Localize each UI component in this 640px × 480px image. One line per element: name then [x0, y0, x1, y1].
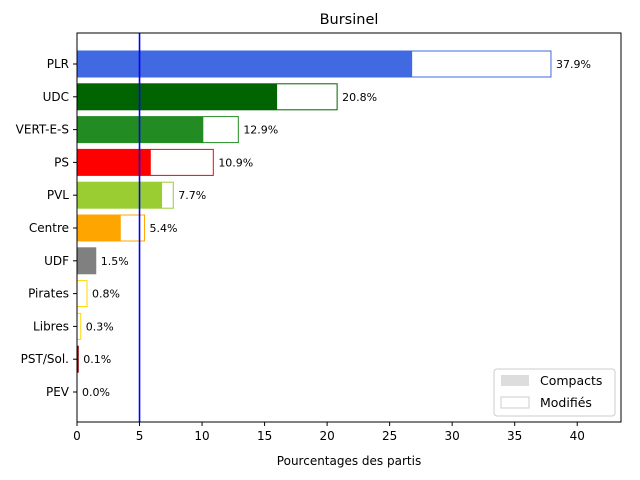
legend-label-compacts: Compacts	[540, 373, 602, 388]
x-tick-label-10: 10	[194, 429, 209, 443]
data-label-ps: 10.9%	[218, 156, 253, 169]
data-label-udf: 1.5%	[101, 255, 129, 268]
bar-compacts-udc	[77, 83, 278, 110]
x-tick-label-20: 20	[319, 429, 334, 443]
x-tick-label-40: 40	[570, 429, 585, 443]
bar-compacts-ps	[77, 149, 151, 176]
data-label-pst-sol: 0.1%	[83, 353, 111, 366]
data-label-udc: 20.8%	[342, 91, 377, 104]
y-tick-label-vert-e-s: VERT-E-S	[16, 123, 69, 137]
y-tick-label-pev: PEV	[46, 385, 70, 399]
data-label-vert-e-s: 12.9%	[243, 124, 278, 137]
y-tick-label-centre: Centre	[29, 221, 69, 235]
bar-compacts-centre	[77, 215, 121, 241]
y-tick-label-pst-sol: PST/Sol.	[21, 352, 69, 366]
data-label-libres: 0.3%	[86, 320, 114, 333]
plot-frame	[76, 32, 622, 423]
data-label-centre: 5.4%	[150, 222, 178, 235]
x-tick-label-5: 5	[136, 429, 144, 443]
x-tick-label-0: 0	[73, 429, 81, 443]
data-label-pirates: 0.8%	[92, 288, 120, 301]
bar-modifies-libres	[76, 312, 82, 340]
data-label-plr: 37.9%	[556, 58, 591, 71]
y-tick-label-ps: PS	[54, 155, 69, 169]
x-tick-label-25: 25	[382, 429, 397, 443]
legend-label-modifies: Modifiés	[540, 395, 592, 410]
legend: Compacts Modifiés	[493, 368, 616, 417]
y-tick-label-libres: Libres	[33, 319, 69, 333]
y-tick-label-pvl: PVL	[47, 188, 69, 202]
x-tick-label-30: 30	[445, 429, 460, 443]
plot-area: 37.9% PLR 20.8% UDC 12.9% VERT-E-S 10.9% PS 7.7%…	[16, 33, 591, 443]
y-tick-label-pirates: Pirates	[28, 287, 69, 301]
data-label-pvl: 7.7%	[178, 189, 206, 202]
bar-compacts-plr	[77, 51, 413, 77]
chart-title: Bursinel	[320, 12, 379, 28]
y-tick-label-plr: PLR	[47, 57, 69, 71]
x-axis-label: Pourcentages des partis	[277, 454, 421, 468]
data-label-pev: 0.0%	[82, 386, 110, 399]
x-tick-label-35: 35	[507, 429, 522, 443]
bar-compacts-pvl	[77, 182, 163, 209]
bar-modifies-pirates	[76, 280, 88, 308]
y-tick-label-udc: UDC	[43, 90, 69, 104]
legend-swatch-modifies	[500, 396, 530, 409]
bar-compacts-pst-sol	[77, 346, 79, 373]
x-tick-label-15: 15	[257, 429, 272, 443]
legend-swatch-compacts	[501, 375, 529, 386]
bar-compacts-udf	[77, 247, 96, 274]
y-tick-label-udf: UDF	[44, 254, 69, 268]
